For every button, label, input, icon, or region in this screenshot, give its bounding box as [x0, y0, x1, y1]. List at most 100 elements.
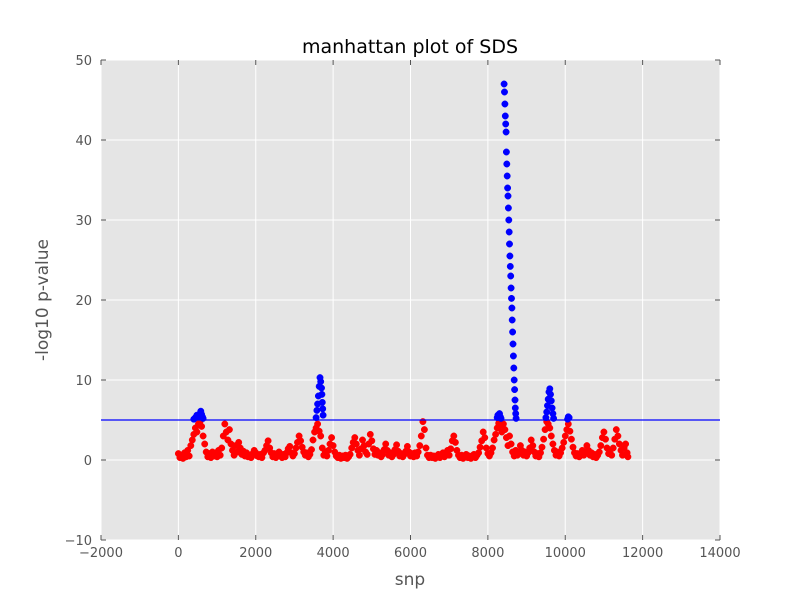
- data-point: [201, 440, 209, 448]
- data-point: [509, 352, 517, 360]
- data-point: [600, 428, 608, 436]
- data-point: [318, 398, 326, 406]
- data-point: [506, 262, 514, 270]
- data-point: [445, 451, 453, 459]
- x-tick-label: 8000: [471, 546, 504, 561]
- data-point: [505, 228, 513, 236]
- x-axis-label: snp: [395, 570, 425, 590]
- data-point: [614, 432, 622, 440]
- data-point: [506, 240, 513, 248]
- data-point: [612, 426, 620, 434]
- y-tick-label: 10: [75, 374, 92, 389]
- data-point: [318, 384, 325, 392]
- data-point: [507, 440, 515, 448]
- data-point: [508, 304, 516, 312]
- data-point: [185, 452, 193, 460]
- data-point: [325, 446, 332, 454]
- data-point: [547, 432, 555, 440]
- data-point: [501, 426, 509, 434]
- data-point: [510, 364, 518, 372]
- data-point: [567, 435, 575, 443]
- x-tick-label: 12000: [622, 546, 663, 561]
- y-axis-label: -log10 p-value: [33, 239, 53, 361]
- data-point: [501, 88, 508, 96]
- data-point: [420, 426, 428, 434]
- data-point: [503, 160, 511, 168]
- data-point: [216, 451, 224, 459]
- data-point: [309, 436, 317, 444]
- data-point: [508, 316, 516, 324]
- data-point: [547, 390, 554, 398]
- data-point: [506, 432, 513, 440]
- x-tick-labels: −2000 0 2000 4000 6000 8000 10000 12000 14000: [79, 546, 741, 561]
- data-point: [501, 112, 509, 120]
- data-point: [368, 437, 376, 445]
- data-point: [502, 120, 510, 128]
- data-point: [560, 438, 568, 446]
- data-point: [509, 328, 517, 336]
- data-point: [507, 272, 515, 280]
- data-point: [543, 408, 551, 416]
- data-point: [264, 437, 272, 445]
- data-point: [297, 437, 305, 445]
- data-point: [329, 442, 337, 450]
- data-point: [318, 390, 326, 398]
- data-point: [366, 430, 374, 438]
- data-point: [221, 420, 229, 428]
- data-point: [602, 435, 609, 443]
- data-point: [225, 426, 233, 434]
- data-point: [351, 434, 359, 442]
- data-point: [624, 453, 632, 461]
- data-point: [512, 414, 520, 422]
- data-point: [447, 445, 455, 453]
- data-point: [507, 284, 515, 292]
- data-point: [546, 424, 554, 432]
- data-point: [510, 376, 518, 384]
- x-tick-label: 10000: [545, 546, 586, 561]
- data-point: [548, 404, 556, 412]
- chart-title: manhattan plot of SDS: [302, 36, 518, 58]
- data-point: [511, 386, 519, 394]
- data-point: [549, 440, 557, 448]
- data-point: [363, 450, 371, 458]
- data-point: [193, 428, 201, 436]
- data-point: [540, 435, 548, 443]
- data-point: [489, 444, 496, 452]
- data-point: [450, 432, 458, 440]
- data-point: [504, 204, 512, 212]
- y-tick-label: 40: [75, 134, 92, 149]
- data-point: [198, 422, 206, 430]
- x-tick-label: 0: [174, 546, 182, 561]
- y-tick-labels: −10 0 10 20 30 40 50: [65, 54, 92, 549]
- x-tick-label: 4000: [317, 546, 350, 561]
- data-point: [476, 443, 484, 451]
- data-point: [502, 148, 510, 156]
- data-point: [319, 411, 327, 419]
- data-point: [502, 128, 510, 136]
- data-point: [597, 442, 605, 450]
- x-tick-label: 6000: [394, 546, 427, 561]
- data-point: [393, 441, 401, 449]
- data-point: [319, 405, 327, 413]
- x-tick-label: 2000: [239, 546, 272, 561]
- data-point: [328, 434, 336, 442]
- data-point: [608, 451, 616, 459]
- data-point: [492, 430, 500, 438]
- data-point: [382, 440, 390, 448]
- data-point: [451, 438, 459, 446]
- data-point: [422, 444, 430, 452]
- axes: [100, 59, 721, 541]
- data-point: [314, 420, 322, 428]
- data-point: [503, 172, 511, 180]
- data-point: [622, 440, 630, 448]
- data-point: [500, 80, 508, 88]
- data-point: [308, 446, 315, 454]
- data-point: [529, 442, 537, 450]
- data-point: [501, 100, 509, 108]
- data-point: [504, 192, 512, 200]
- data-point: [509, 340, 517, 348]
- x-tick-label: −2000: [79, 546, 123, 561]
- data-point: [317, 432, 325, 440]
- data-point: [355, 451, 363, 459]
